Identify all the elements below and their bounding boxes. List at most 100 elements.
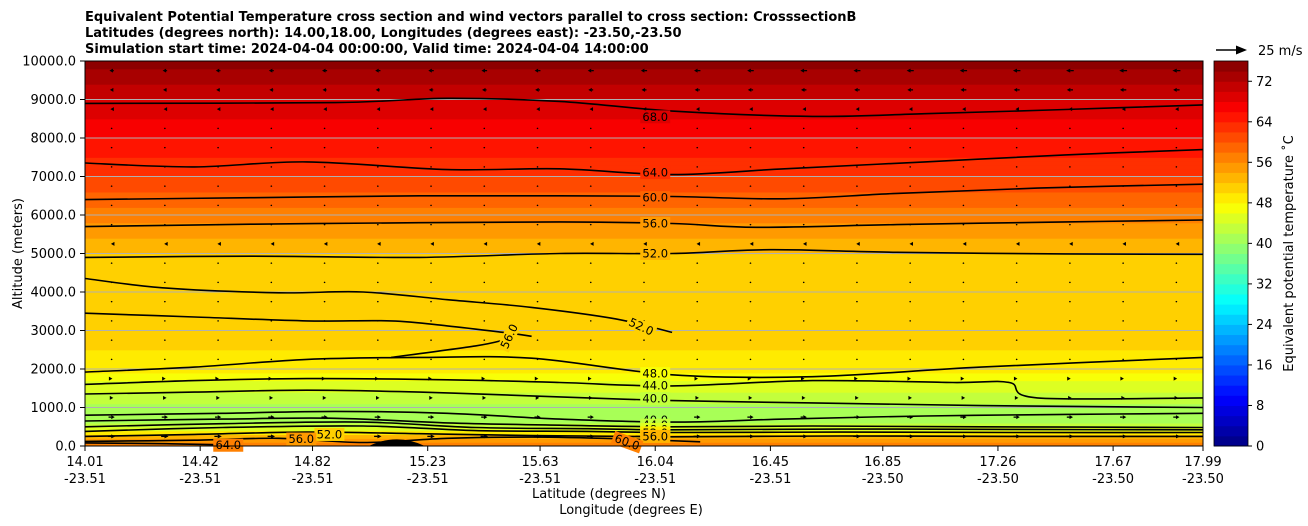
wind-vector — [643, 262, 645, 264]
wind-vector-head — [270, 107, 274, 112]
wind-vector — [377, 281, 379, 284]
wind-vector — [589, 204, 592, 207]
wind-vector — [749, 223, 752, 226]
wind-vector — [1069, 358, 1071, 361]
wind-vector — [803, 241, 807, 246]
x-axis: 14.01 -23.51 14.42 -23.51 14.82 -23.51 15.23 -2… — [64, 446, 1224, 487]
wind-vector — [1120, 376, 1124, 381]
wind-vector — [215, 68, 221, 73]
wind-vector — [643, 358, 645, 361]
contour-label: 52.0 — [314, 427, 345, 441]
wind-vector — [377, 166, 379, 168]
wind-vector — [802, 358, 805, 361]
wind-vector — [1175, 127, 1178, 130]
wind-vector-head — [163, 87, 167, 92]
wind-vector — [483, 223, 486, 226]
theta-e-band — [85, 345, 1203, 351]
wind-vector-head — [750, 434, 755, 439]
wind-vector-head — [269, 87, 273, 92]
theta-e-band — [85, 288, 1203, 293]
wind-vector — [906, 434, 914, 439]
colorbar-swatch — [1214, 273, 1248, 285]
contour-label-gap — [314, 427, 345, 441]
wind-vector — [1122, 166, 1124, 168]
y-tick-label: 2000.0 — [31, 363, 77, 378]
colorbar-tick-label: 0 — [1256, 440, 1264, 455]
colorbar-swatch — [1214, 91, 1248, 103]
wind-vector — [907, 87, 914, 92]
contour-label: 60.0 — [640, 191, 671, 205]
wind-vector-head — [1173, 376, 1178, 381]
wind-vector-head — [1016, 415, 1020, 420]
wind-vector — [110, 300, 113, 303]
wind-vector-head — [642, 107, 647, 112]
wind-vector-head — [430, 415, 435, 420]
wind-vector — [481, 376, 486, 381]
wind-vector — [1015, 320, 1018, 322]
wind-vector-head — [1069, 241, 1073, 246]
colorbar-swatch — [1214, 263, 1248, 275]
wind-vector — [1173, 376, 1178, 381]
wind-vector — [483, 127, 486, 130]
wind-vector-head — [481, 376, 486, 381]
wind-vector — [1015, 358, 1018, 361]
wind-vector-head — [164, 241, 168, 246]
wind-vector-head — [376, 395, 380, 400]
wind-vector-head — [960, 87, 965, 92]
wind-vector-head — [1174, 395, 1179, 400]
theta-e-band — [85, 99, 1203, 104]
wind-vector — [749, 241, 754, 246]
wind-vector — [1172, 434, 1181, 439]
wind-vector — [164, 204, 166, 207]
wind-vector — [1015, 166, 1018, 168]
wind-vector-head — [215, 68, 220, 73]
wind-vector-head — [162, 68, 167, 73]
wind-vector-head — [1066, 87, 1071, 92]
contour-line — [85, 421, 1203, 431]
wind-vector-head — [323, 241, 328, 246]
wind-vector — [1122, 300, 1124, 303]
wind-vector — [270, 300, 273, 303]
theta-e-band — [85, 284, 1203, 289]
colorbar-swatch — [1214, 192, 1248, 204]
wind-vector — [589, 339, 592, 341]
wind-vector — [536, 241, 541, 246]
wind-vector-head — [216, 107, 221, 112]
wind-vector — [268, 376, 273, 381]
wind-vector — [962, 223, 965, 226]
colorbar-swatch — [1214, 212, 1248, 224]
wind-vector-head — [694, 376, 699, 381]
wind-vector — [323, 339, 326, 341]
colorbar-swatch — [1214, 152, 1248, 163]
contour-label-gap — [496, 319, 522, 353]
wind-vector-head — [268, 68, 273, 73]
wind-vector-head — [270, 241, 275, 246]
title-line-1: Equivalent Potential Temperature cross s… — [85, 10, 856, 25]
wind-vector — [535, 395, 540, 400]
wind-vector — [430, 146, 432, 149]
wind-vector — [856, 358, 858, 361]
theta-e-band — [85, 311, 1203, 316]
wind-vector — [907, 415, 914, 420]
colorbar-swatch — [1214, 202, 1248, 214]
wind-vector — [1069, 241, 1073, 246]
wind-vector — [962, 204, 965, 207]
wind-vector — [588, 87, 594, 92]
wind-vector — [854, 376, 858, 381]
wind-vector — [270, 281, 273, 284]
wind-vector — [109, 87, 114, 92]
wind-vector — [1175, 320, 1178, 322]
wind-vector-head — [1066, 68, 1071, 73]
wind-vector — [1119, 87, 1127, 92]
wind-vector-head — [1014, 395, 1019, 400]
wind-vector-head — [747, 376, 752, 381]
theta-e-band — [85, 268, 1203, 274]
colorbar-swatch — [1214, 131, 1248, 143]
wind-vector-head — [537, 434, 542, 439]
wind-vector — [746, 434, 755, 439]
wind-vector-head — [909, 415, 914, 420]
wind-vector — [270, 262, 273, 264]
wind-vector — [217, 166, 219, 168]
wind-vector-head — [907, 87, 911, 92]
wind-vector-head — [962, 241, 967, 246]
